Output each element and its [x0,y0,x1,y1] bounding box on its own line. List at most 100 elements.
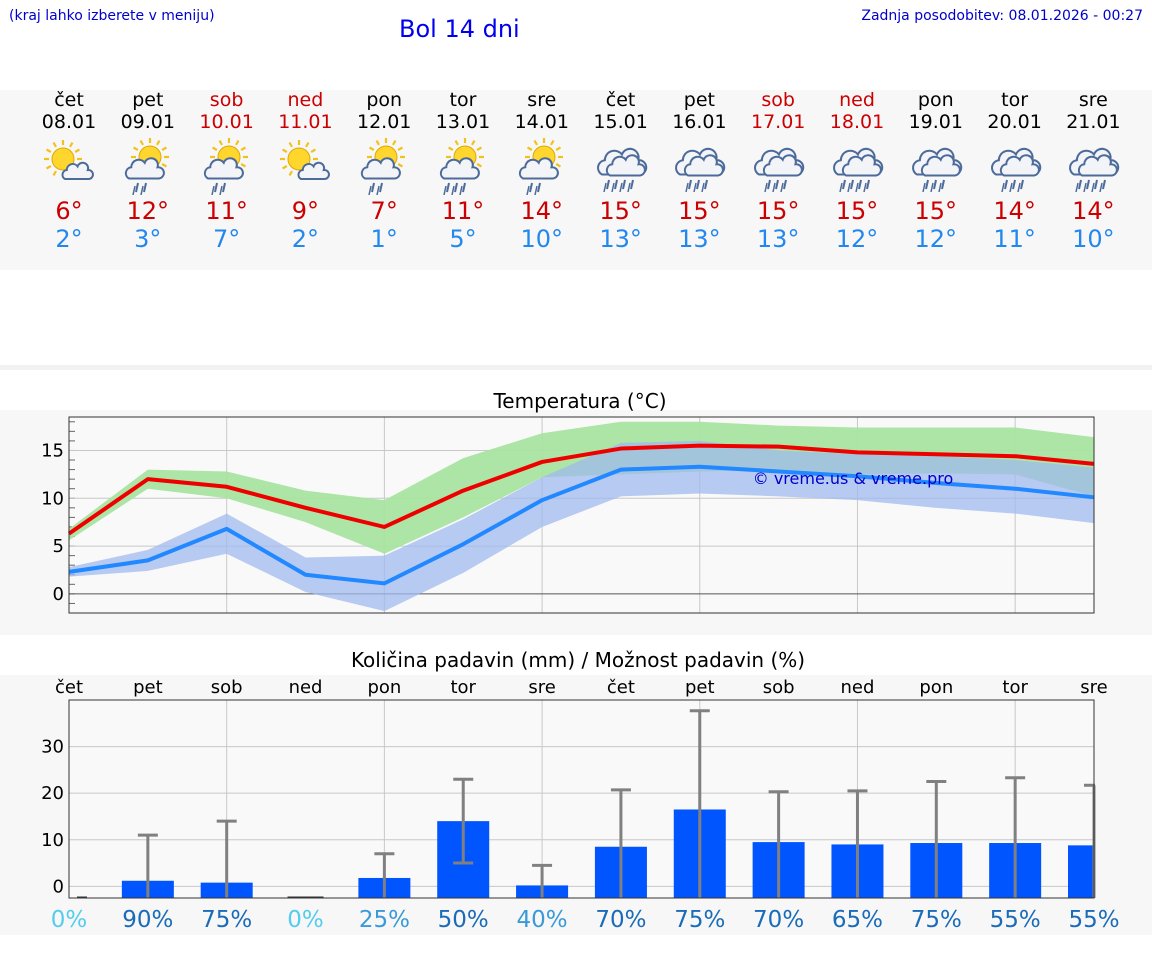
precip-chance-label: 75% [674,907,725,933]
y-tick-label: 0 [53,584,64,605]
day-name: čet [605,89,636,111]
temp-max: 14° [1072,197,1115,225]
precip-chance-label: 55% [990,907,1041,933]
y-tick-label: 10 [41,488,64,509]
day-name: čet [54,89,84,111]
day-date: 13.01 [435,111,491,133]
day-date: 16.01 [672,111,727,133]
x-category-label: ned [841,677,875,698]
day-column: pon 12.01 [344,89,424,133]
precip-chance-label: 0% [287,907,324,933]
precip-chance-label: 75% [201,907,252,933]
day-name: tor [449,89,477,111]
precip-chance-label: 90% [122,907,173,933]
precip-chance-label: 0% [51,907,88,933]
x-category-label: sre [1080,677,1107,698]
temp-max: 11° [205,197,248,225]
precip-range-whisker [1005,776,1026,898]
precip-range-whisker [374,852,395,898]
day-name: pon [917,89,954,111]
day-date: 10.01 [199,111,254,133]
x-category-label: sre [528,677,555,698]
day-date: 09.01 [120,111,175,133]
day-name: pet [683,89,715,111]
x-category-label: pet [133,677,163,698]
x-category-label: pet [685,677,715,698]
cloud-heavy-rain-icon [833,147,884,193]
precip-chance-label: 70% [595,907,646,933]
day-name: ned [839,89,875,111]
day-name: ned [287,89,324,111]
temp-max: 15° [678,197,721,225]
location-hint: (kraj lahko izberete v meniju) [9,8,215,24]
chart-title: Količina padavin (mm) / Možnost padavin … [351,648,805,672]
x-category-label: sob [763,677,795,698]
temp-min: 13° [599,225,642,253]
temp-max: 14° [520,197,564,225]
temp-max: 15° [599,197,642,225]
temp-max: 15° [756,197,800,225]
x-category-label: čet [55,677,83,698]
min-temp-range-band [69,440,1094,612]
day-column: tor 13.01 [423,89,503,133]
watermark: © vreme.us & vreme.pro [753,469,954,488]
temp-min: 3° [134,225,162,253]
day-date: 11.01 [278,111,333,133]
temp-min: 2° [55,225,83,253]
daily-forecast-panel [0,90,1152,270]
day-name: pon [366,89,403,111]
x-category-label: tor [1002,677,1028,698]
day-name: sre [1078,89,1108,111]
day-date: 20.01 [987,111,1042,133]
day-column: sob 17.01 [738,89,818,133]
temp-min: 12° [914,225,958,253]
day-name: pet [132,89,164,111]
cloud-heavy-rain-icon [596,147,647,193]
day-column: pon 19.01 [896,89,976,133]
x-category-label: čet [607,677,635,698]
y-tick-label: 10 [41,830,64,851]
temp-max: 15° [914,197,958,225]
sun-cloud-rain-icon [124,138,169,195]
x-category-label: tor [450,677,476,698]
precip-chance-label: 55% [1068,907,1119,933]
day-column: čet 15.01 [581,89,661,133]
day-column: sre 14.01 [502,89,582,133]
chart-title: Temperatura (°C) [492,389,666,413]
sun-cloud-rain-icon [518,138,563,195]
day-column: čet 08.01 [29,89,109,133]
plot-frame [68,416,1095,614]
y-tick-label: 0 [53,876,64,897]
temp-min: 13° [678,225,721,253]
day-date: 12.01 [356,111,412,133]
sun-cloud-rain-icon [361,138,406,195]
day-date: 17.01 [750,111,806,133]
x-category-label: ned [289,677,323,698]
day-column: pet 09.01 [108,89,188,133]
temp-min: 10° [520,225,564,253]
precip-range-whisker [768,790,789,898]
cloud-heavy-rain-icon [1069,147,1120,193]
precip-chance-label: 65% [832,907,883,933]
day-column: ned 18.01 [817,89,897,133]
sun-cloud-heavy-rain-icon [439,138,484,195]
last-update: Zadnja posodobitev: 08.01.2026 - 00:27 [861,8,1143,24]
sun-small-cloud-icon [44,140,94,180]
day-name: tor [1001,89,1029,111]
day-column: pet 16.01 [659,89,739,133]
precip-chance-label: 25% [359,907,410,933]
temp-max: 15° [835,197,879,225]
day-column: ned 11.01 [265,89,345,133]
day-date: 19.01 [908,111,963,133]
temperature-chart: Temperatura (°C) 0 5 10 15 © vreme.us & vreme… [41,389,1095,614]
day-name: sob [209,89,244,111]
precip-range-whisker [216,819,237,898]
max-temp-line [67,443,1095,536]
cloud-rain-icon [754,147,805,193]
divider [0,365,1152,370]
temp-min: 2° [291,225,320,253]
precip-chance-label: 75% [911,907,962,933]
precip-chance-label: 40% [517,907,568,933]
x-category-label: sob [211,677,243,698]
y-tick-label: 30 [41,737,64,758]
